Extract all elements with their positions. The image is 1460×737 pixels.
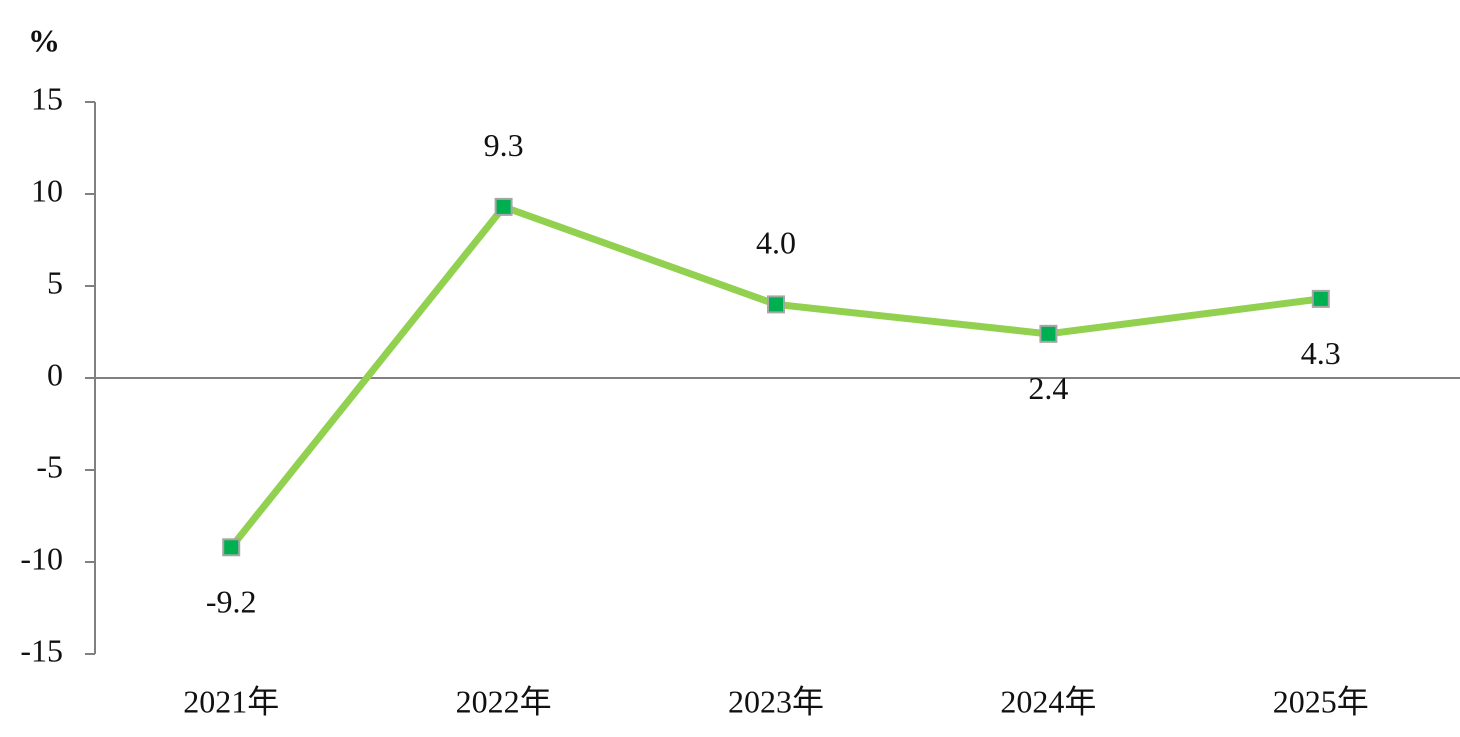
y-tick-label: 15 — [31, 80, 63, 116]
y-axis-label: % — [28, 22, 60, 58]
marker — [767, 295, 785, 314]
x-tick-label: 2022年 — [456, 683, 552, 719]
y-tick-label: -10 — [20, 540, 63, 576]
y-tick-label: -5 — [36, 448, 63, 484]
marker — [222, 538, 241, 557]
y-tick-label: 0 — [47, 356, 63, 392]
data-label: 4.0 — [756, 225, 796, 261]
x-tick-label: 2025年 — [1273, 683, 1369, 719]
data-label: -9.2 — [206, 584, 257, 620]
data-label: 2.4 — [1028, 370, 1068, 406]
marker — [494, 197, 513, 216]
marker — [1311, 289, 1330, 308]
x-tick-label: 2021年 — [183, 683, 279, 719]
marker — [1039, 324, 1058, 343]
data-label: 4.3 — [1301, 335, 1341, 371]
x-tick-label: 2023年 — [728, 683, 824, 719]
x-tick-label: 2024年 — [1000, 683, 1096, 719]
y-tick-label: -15 — [20, 632, 63, 668]
data-label: 9.3 — [484, 127, 524, 163]
y-tick-label: 10 — [31, 172, 63, 208]
y-tick-label: 5 — [47, 264, 63, 300]
